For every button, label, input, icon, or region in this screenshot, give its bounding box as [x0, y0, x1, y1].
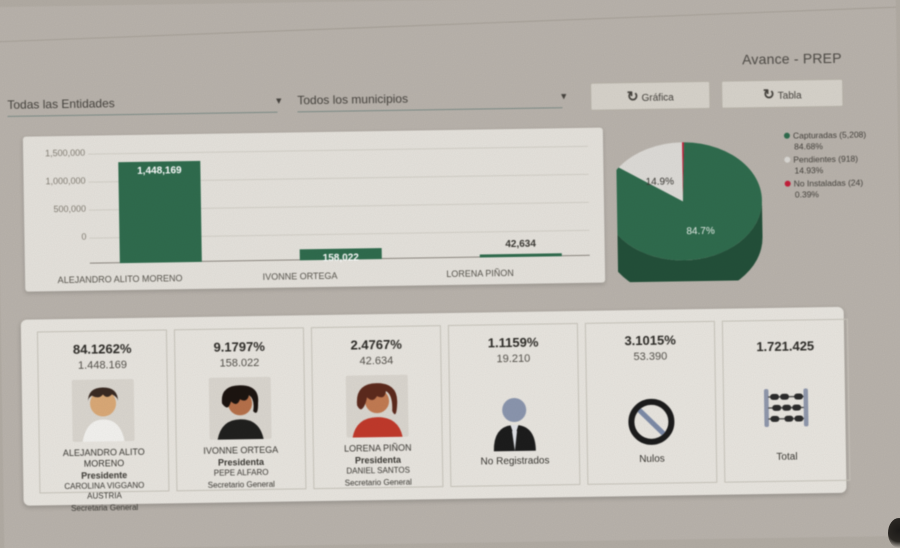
svg-text:14.9%: 14.9%	[646, 176, 675, 187]
svg-text:84.7%: 84.7%	[686, 226, 715, 237]
